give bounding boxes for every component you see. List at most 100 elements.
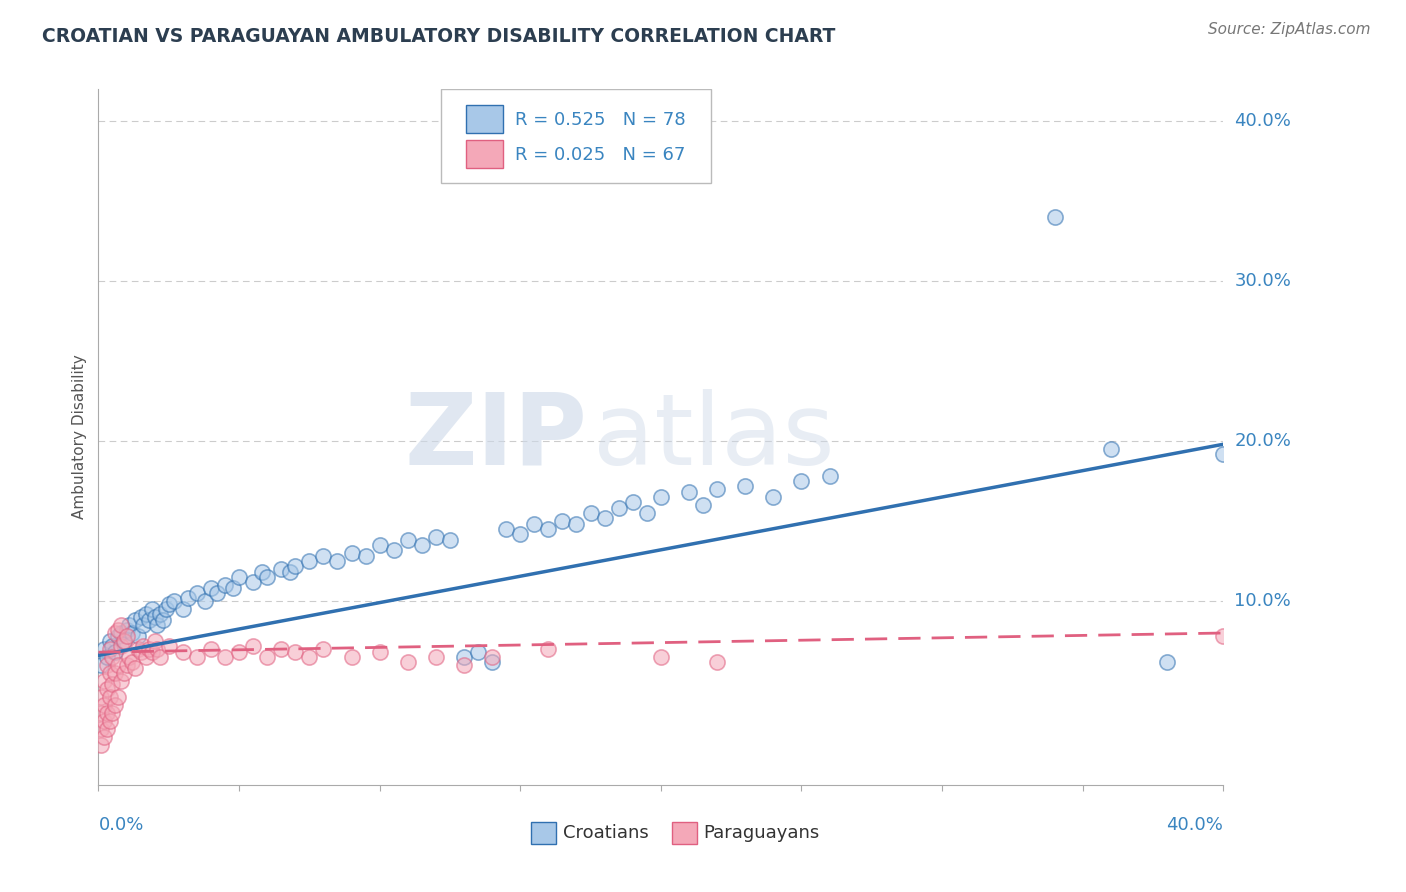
Point (706, 482, 728, 496)
Point (1156, 655, 1178, 669)
Point (200, 642, 222, 657)
Point (121, 655, 143, 669)
Point (579, 506, 602, 520)
Point (163, 594, 186, 608)
Point (90, 658, 112, 673)
Point (256, 650, 278, 665)
Point (112, 634, 135, 648)
Point (118, 618, 141, 632)
Point (104, 645, 127, 659)
Point (104, 665, 127, 680)
Point (242, 639, 264, 653)
Point (93, 698, 115, 712)
Point (101, 650, 124, 665)
Point (143, 610, 166, 624)
Point (135, 607, 157, 621)
Point (495, 522, 517, 536)
Point (340, 650, 363, 665)
Point (112, 634, 135, 648)
Point (141, 645, 163, 659)
Point (96, 650, 118, 665)
Point (270, 562, 292, 576)
Point (90, 722, 112, 736)
Point (298, 554, 321, 568)
Point (146, 642, 169, 657)
Point (551, 514, 574, 528)
Text: ZIP: ZIP (405, 389, 588, 485)
Point (157, 639, 180, 653)
Point (425, 530, 447, 544)
Point (155, 602, 177, 616)
Text: 40.0%: 40.0% (1167, 815, 1223, 833)
Point (312, 549, 335, 564)
Point (107, 690, 129, 704)
Point (481, 655, 503, 669)
Point (270, 642, 292, 657)
Point (121, 626, 143, 640)
Point (509, 526, 531, 541)
Point (135, 650, 157, 665)
Point (242, 574, 264, 589)
Point (200, 581, 222, 595)
Point (93, 642, 115, 657)
Point (818, 469, 841, 483)
Point (110, 673, 132, 688)
Point (340, 546, 363, 560)
Point (98, 714, 121, 728)
Point (112, 665, 135, 680)
Point (650, 650, 672, 665)
Text: 10.0%: 10.0% (1234, 592, 1291, 610)
Point (118, 650, 141, 665)
Point (101, 639, 124, 653)
Point (104, 698, 127, 712)
Point (98, 642, 121, 657)
Point (124, 661, 146, 675)
Point (138, 642, 160, 657)
Point (141, 602, 163, 616)
FancyBboxPatch shape (467, 105, 503, 133)
Point (1099, 442, 1122, 456)
Text: 0.0%: 0.0% (98, 815, 143, 833)
Text: R = 0.025   N = 67: R = 0.025 N = 67 (515, 145, 685, 163)
Point (146, 618, 169, 632)
Point (143, 634, 166, 648)
Point (90, 706, 112, 720)
Point (127, 629, 149, 643)
Point (194, 594, 217, 608)
Point (368, 538, 391, 552)
Point (96, 706, 118, 720)
Point (256, 570, 278, 584)
Point (101, 706, 124, 720)
Point (152, 613, 174, 627)
Point (110, 626, 132, 640)
Point (129, 645, 152, 659)
Point (762, 490, 785, 504)
Point (132, 618, 155, 632)
Point (129, 610, 152, 624)
Point (96, 658, 118, 673)
Point (467, 645, 489, 659)
Point (425, 650, 447, 665)
Point (692, 498, 714, 512)
Point (127, 642, 149, 657)
Point (177, 591, 200, 605)
Point (115, 658, 138, 673)
Point (149, 650, 172, 665)
Text: atlas: atlas (593, 389, 835, 485)
Point (481, 650, 503, 665)
Text: Croatians: Croatians (562, 824, 648, 842)
Point (104, 626, 127, 640)
Point (453, 658, 475, 673)
Point (101, 677, 124, 691)
Text: 20.0%: 20.0% (1234, 432, 1291, 450)
Point (107, 623, 129, 637)
Point (132, 639, 155, 653)
Point (650, 490, 672, 504)
Point (621, 495, 644, 509)
Point (278, 566, 301, 580)
Point (107, 629, 129, 643)
Point (214, 578, 236, 592)
Point (593, 511, 616, 525)
Point (93, 714, 115, 728)
Point (157, 597, 180, 611)
